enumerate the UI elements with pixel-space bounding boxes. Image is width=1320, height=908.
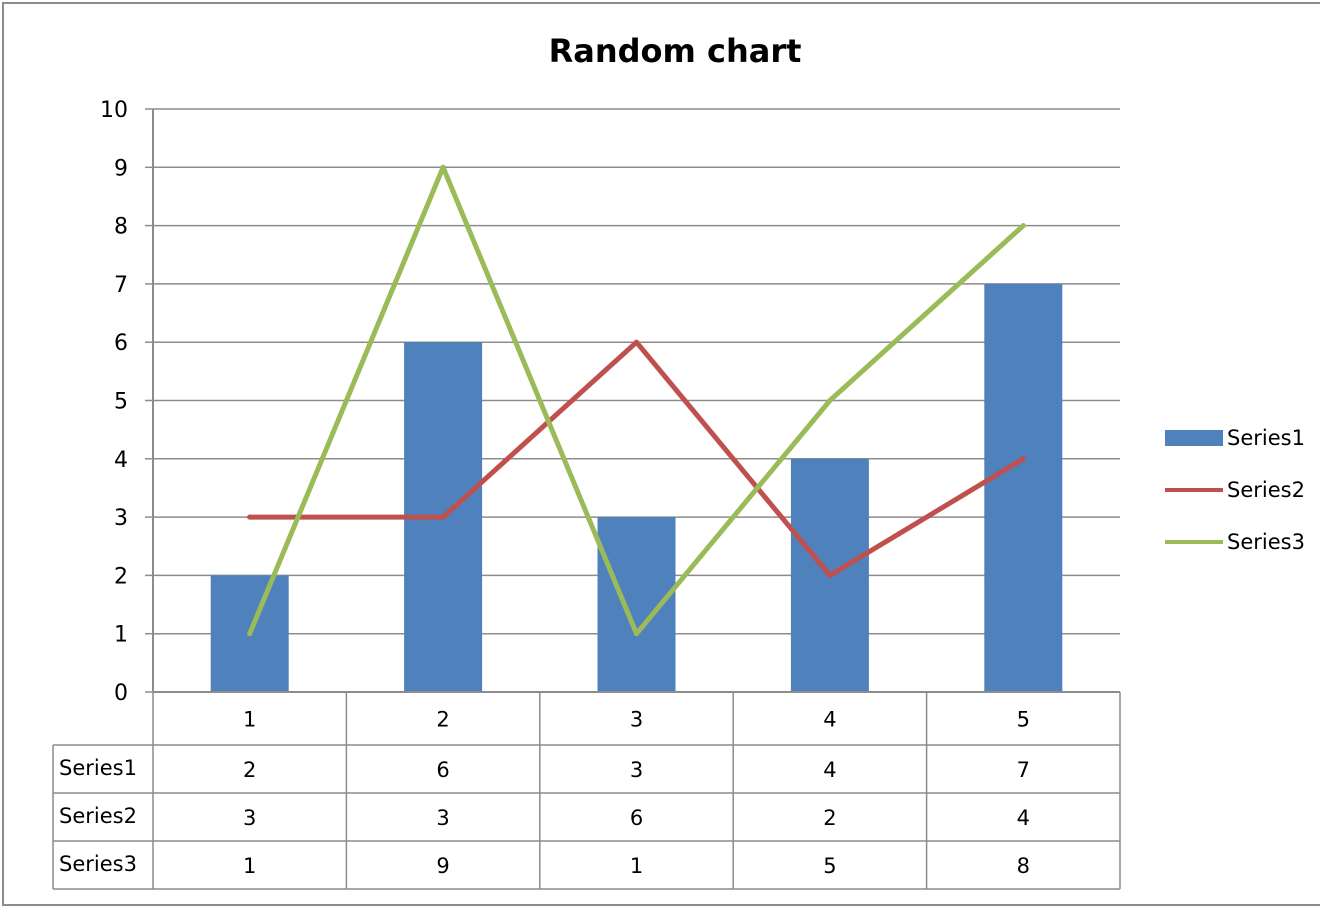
legend-swatch-series1 — [1165, 430, 1223, 446]
point-series2-5 — [1020, 456, 1026, 462]
point-series2-2 — [440, 514, 446, 520]
table-cell-series2-1: 3 — [243, 806, 256, 830]
x-category-label-4: 4 — [823, 708, 836, 732]
table-row-label-series1: Series1 — [59, 756, 137, 780]
point-series3-5 — [1020, 223, 1026, 229]
table-cell-series2-3: 6 — [630, 806, 643, 830]
y-tick-label-9: 9 — [114, 156, 128, 181]
y-tick-label-0: 0 — [114, 681, 128, 706]
line-series — [247, 164, 1026, 637]
point-series2-4 — [827, 572, 833, 578]
table-cell-series3-1: 1 — [243, 854, 256, 878]
y-tick-label-10: 10 — [100, 98, 128, 123]
data-table: 1 2 3 4 5 Series1 2 6 3 4 7 Series2 3 3 6 2 4 Series3 1 9 1 5… — [52, 691, 1121, 890]
table-cell-series3-4: 5 — [823, 854, 836, 878]
y-tick-label-3: 3 — [114, 506, 128, 531]
point-series2-3 — [634, 339, 639, 345]
y-tick-label-6: 6 — [114, 331, 128, 356]
y-tick-label-2: 2 — [114, 564, 128, 589]
y-tick-label-4: 4 — [114, 448, 128, 473]
point-series3-3 — [634, 631, 639, 637]
chart-title: Random chart — [549, 32, 802, 70]
x-category-label-5: 5 — [1017, 708, 1030, 732]
point-series3-2 — [440, 164, 446, 170]
legend-label-series1: Series1 — [1227, 426, 1305, 450]
table-cell-series1-1: 2 — [243, 758, 256, 782]
x-category-label-3: 3 — [630, 708, 643, 732]
legend: Series1 Series2 Series3 — [1165, 426, 1305, 554]
y-tick-label-8: 8 — [114, 215, 128, 240]
point-series2-1 — [247, 514, 253, 520]
table-cell-series3-2: 9 — [436, 854, 449, 878]
x-category-label-2: 2 — [436, 708, 449, 732]
table-cell-series1-3: 3 — [630, 758, 643, 782]
table-cell-series3-3: 1 — [630, 854, 643, 878]
table-cell-series2-4: 2 — [823, 806, 836, 830]
y-tick-label-5: 5 — [114, 390, 128, 415]
point-series3-1 — [247, 631, 253, 637]
bar-series1-5 — [984, 283, 1063, 692]
table-cell-series2-2: 3 — [436, 806, 449, 830]
table-cell-series1-5: 7 — [1017, 758, 1030, 782]
table-cell-series3-5: 8 — [1017, 854, 1030, 878]
y-tick-label-7: 7 — [114, 273, 128, 298]
table-cell-series2-5: 4 — [1017, 806, 1030, 830]
table-row-label-series2: Series2 — [59, 804, 137, 828]
legend-label-series3: Series3 — [1227, 530, 1305, 554]
y-axis-tick-labels: 0 1 2 3 4 5 6 7 8 9 10 — [100, 98, 128, 706]
x-category-label-1: 1 — [243, 708, 256, 732]
y-tick-label-1: 1 — [114, 623, 128, 648]
point-series3-4 — [827, 398, 833, 403]
table-row-label-series3: Series3 — [59, 852, 137, 876]
legend-label-series2: Series2 — [1227, 478, 1305, 502]
table-cell-series1-4: 4 — [823, 758, 836, 782]
table-cell-series1-2: 6 — [436, 758, 449, 782]
